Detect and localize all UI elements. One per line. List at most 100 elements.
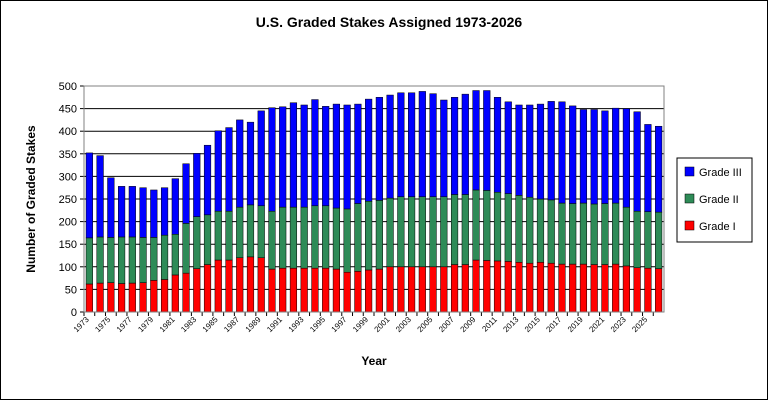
bar-grade-i-1993 <box>300 267 308 313</box>
bar-grade-i-1988 <box>246 256 255 313</box>
bar-grade-ii-2004 <box>418 196 426 268</box>
bar-grade-i-1980 <box>160 279 169 313</box>
plot-area-border <box>83 85 665 313</box>
bar-grade-iii-1991 <box>279 106 287 208</box>
bar-grade-ii-2006 <box>440 196 448 268</box>
bar-grade-i-2015 <box>536 262 545 313</box>
x-tick-label: 2009 <box>459 315 478 334</box>
bar-grade-iii-2022 <box>612 107 620 204</box>
x-tick-label: 2019 <box>566 315 585 334</box>
bar-grade-ii-1982 <box>182 223 190 274</box>
bar-grade-ii-1975 <box>107 237 115 283</box>
bar-grade-iii-2011 <box>493 97 502 193</box>
bar-grade-i-2002 <box>397 266 405 313</box>
bar-grade-ii-1985 <box>214 210 222 261</box>
bar-grade-iii-2008 <box>461 93 469 195</box>
bar-grade-i-1991 <box>279 267 287 313</box>
x-tick-label: 1989 <box>244 315 263 334</box>
x-axis-ticks: 1973 1975 1977 1979 1981 1983 1985 1987 1989 1991… <box>72 311 664 334</box>
bar-grade-ii-2008 <box>461 194 469 265</box>
bar-grade-i-1998 <box>354 271 362 313</box>
bar-grade-iii-2026 <box>655 125 663 213</box>
legend-swatch <box>684 220 695 231</box>
bar-grade-i-1973 <box>85 283 93 313</box>
bar-grade-iii-2020 <box>590 109 598 205</box>
bar-grade-i-1989 <box>257 257 265 313</box>
bar-grade-ii-2018 <box>569 203 577 265</box>
bar-grade-i-2006 <box>440 266 448 313</box>
chart-title: U.S. Graded Stakes Assigned 1973-2026 <box>256 14 523 30</box>
bar-grade-i-1983 <box>193 268 201 313</box>
x-tick-label: 1999 <box>351 315 370 334</box>
bar-grade-iii-2009 <box>472 90 480 191</box>
bar-grade-ii-2021 <box>601 203 609 265</box>
bar-grade-i-2004 <box>418 266 426 313</box>
bar-grade-i-1974 <box>96 282 104 313</box>
bar-grade-iii-2013 <box>515 104 523 196</box>
bar-grade-i-1979 <box>150 280 158 313</box>
bar-grade-i-2024 <box>633 267 641 313</box>
bar-grade-iii-1994 <box>311 99 319 207</box>
bar-grade-ii-2026 <box>655 211 663 269</box>
bar-grade-i-2014 <box>526 262 534 313</box>
bar-grade-iii-2002 <box>397 92 405 197</box>
bar-grade-ii-1994 <box>311 205 319 269</box>
bar-grade-ii-2009 <box>472 189 480 261</box>
bar-grade-ii-1988 <box>246 204 255 258</box>
bar-grade-iii-1993 <box>300 104 308 208</box>
bar-grade-iii-2006 <box>440 99 448 197</box>
x-tick-label: 1983 <box>179 315 198 334</box>
bar-grade-i-1985 <box>214 259 222 313</box>
bar-grade-ii-1987 <box>236 206 244 259</box>
bar-grade-i-1984 <box>203 264 212 313</box>
bar-grade-iii-2018 <box>569 105 577 204</box>
bar-grade-iii-1976 <box>118 186 126 238</box>
bar-grade-iii-1989 <box>257 110 265 207</box>
x-tick-label: 1995 <box>308 315 327 334</box>
x-tick-label: 1987 <box>222 315 241 334</box>
legend-swatch <box>684 193 695 204</box>
bar-grade-iii-2023 <box>622 108 630 208</box>
y-tick-label: 400 <box>59 126 77 138</box>
bar-grade-ii-1992 <box>289 206 298 269</box>
bar-grade-i-2010 <box>483 260 491 313</box>
bar-grade-ii-2025 <box>644 211 652 269</box>
bar-grade-iii-1988 <box>246 121 255 206</box>
bar-grade-iii-2025 <box>644 124 652 212</box>
bar-grade-ii-1999 <box>365 201 373 271</box>
bar-grade-ii-2003 <box>408 196 416 268</box>
bar-grade-i-2012 <box>504 261 512 313</box>
bar-grade-iii-2012 <box>504 101 512 194</box>
bar-grade-i-2026 <box>655 268 663 313</box>
bar-grade-iii-2019 <box>579 109 588 204</box>
y-axis-title: Number of Graded Stakes <box>24 125 38 273</box>
bar-grade-iii-2024 <box>633 111 641 212</box>
bar-grade-iii-1995 <box>322 106 330 207</box>
x-tick-label: 2013 <box>501 315 520 334</box>
x-tick-label: 2015 <box>523 315 542 334</box>
bar-grade-i-1997 <box>343 271 351 313</box>
y-tick-label: 500 <box>59 81 77 93</box>
bar-grade-ii-2010 <box>483 190 491 261</box>
bar-grade-iii-1974 <box>96 155 104 238</box>
bar-grade-ii-1997 <box>343 208 351 273</box>
bar-grade-ii-2023 <box>622 206 630 267</box>
bar-grade-ii-2014 <box>526 196 534 264</box>
bar-grade-iii-1984 <box>203 144 212 216</box>
bar-grade-iii-2004 <box>418 91 426 197</box>
bar-grade-ii-1981 <box>171 234 179 276</box>
bar-grade-i-2018 <box>569 263 577 313</box>
y-axis-ticks: 0 50 100 150 200 250 300 350 400 450 500 <box>59 81 84 319</box>
x-tick-label: 2003 <box>394 315 413 334</box>
bar-grade-i-2023 <box>622 265 630 313</box>
bar-grade-ii-1998 <box>354 203 362 272</box>
bar-grade-iii-1998 <box>354 103 362 204</box>
bar-grade-ii-1983 <box>193 216 201 269</box>
bar-grade-iii-2001 <box>386 94 394 199</box>
bar-grade-ii-2012 <box>504 193 512 262</box>
bar-grade-ii-2016 <box>547 199 555 264</box>
y-tick-label: 150 <box>59 239 77 251</box>
bar-grade-i-2005 <box>429 266 437 313</box>
bar-grade-i-2021 <box>601 264 609 313</box>
